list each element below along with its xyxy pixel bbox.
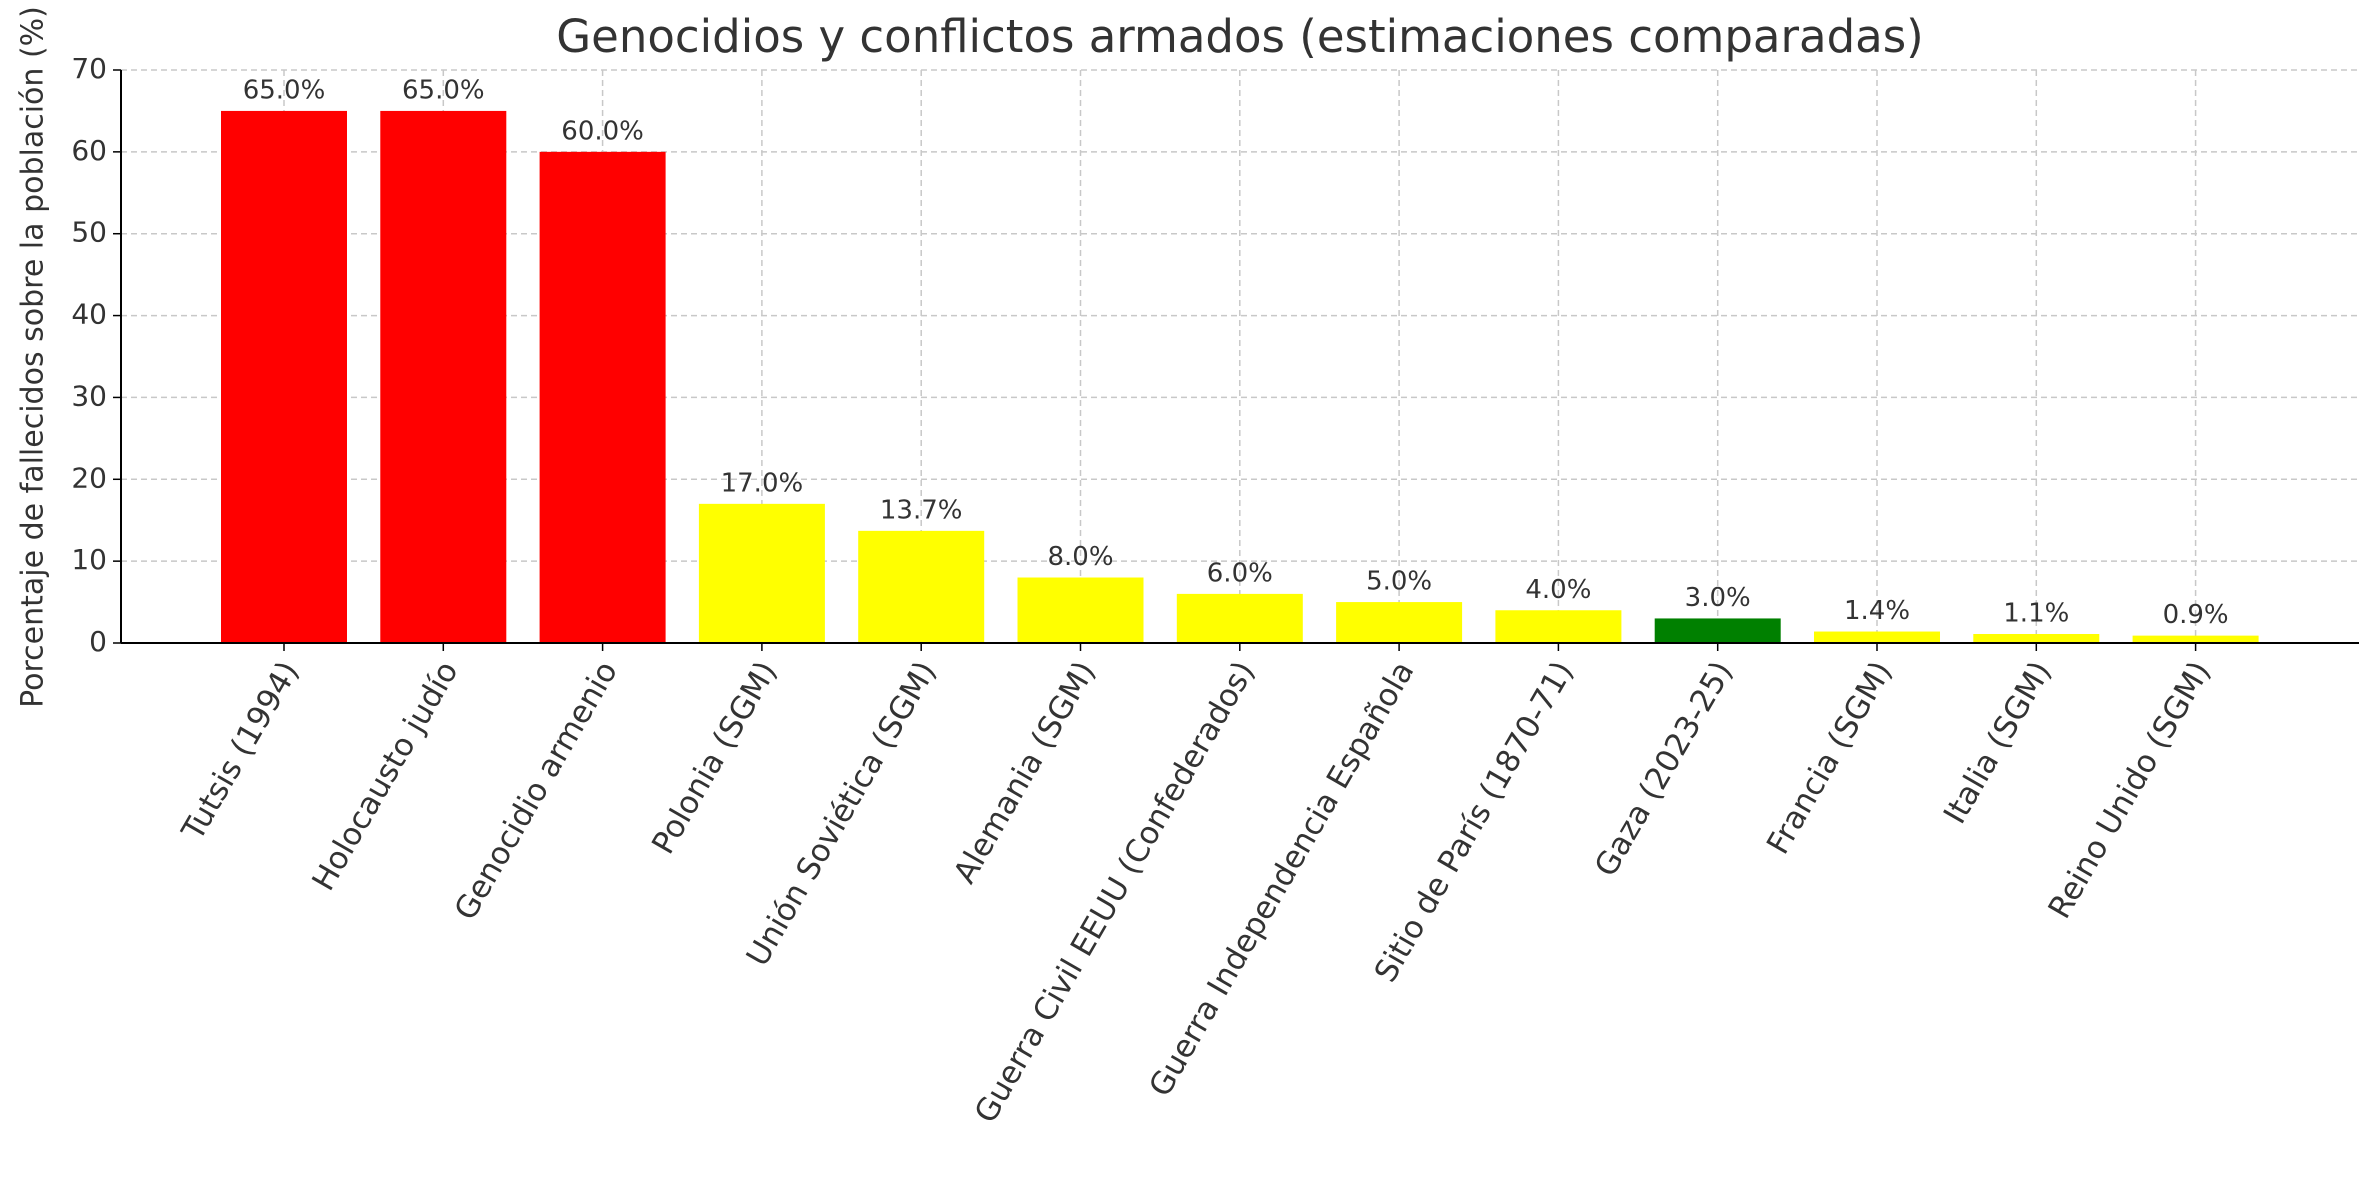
value-label: 65.0% — [243, 75, 326, 105]
x-tick-label: Unión Soviética (SGM) — [740, 655, 944, 972]
bar — [1654, 618, 1781, 643]
bar — [2132, 635, 2259, 643]
x-tick-label: Guerra Independencia Española — [1142, 655, 1421, 1103]
y-tick-label: 60 — [71, 134, 107, 167]
bar — [858, 530, 985, 643]
bar — [698, 503, 825, 643]
value-label: 13.7% — [880, 495, 963, 525]
bar — [1973, 633, 2100, 643]
value-label: 0.9% — [2163, 600, 2229, 630]
value-label: 3.0% — [1685, 583, 1751, 613]
x-tick-label: Alemania (SGM) — [947, 655, 1103, 889]
bar — [1017, 577, 1144, 643]
value-label: 1.1% — [2003, 598, 2069, 628]
value-label: 60.0% — [561, 116, 644, 146]
value-label: 65.0% — [402, 75, 485, 105]
bar — [1336, 602, 1463, 643]
y-tick-label: 70 — [71, 52, 107, 85]
chart-title: Genocidios y conflictos armados (estimac… — [556, 10, 1923, 63]
x-tick-label: Reino Unido (SGM) — [2042, 655, 2218, 924]
value-label: 17.0% — [721, 468, 804, 498]
bar — [380, 110, 507, 643]
y-tick-label: 30 — [71, 379, 107, 412]
x-tick-label: Italia (SGM) — [1937, 655, 2059, 830]
y-axis-label: Porcentaje de fallecidos sobre la poblac… — [16, 6, 51, 708]
value-label: 4.0% — [1525, 575, 1591, 605]
value-label: 6.0% — [1207, 558, 1273, 588]
x-tick-label: Holocausto judío — [305, 655, 465, 897]
bar — [539, 151, 666, 643]
x-tick-label: Gaza (2023-25) — [1588, 655, 1740, 882]
bar — [1814, 631, 1940, 643]
value-label: 1.4% — [1844, 596, 1910, 626]
value-label: 5.0% — [1366, 567, 1432, 597]
y-tick-label: 20 — [71, 461, 107, 494]
bar — [1495, 610, 1622, 643]
bar — [221, 110, 347, 643]
y-tick-label: 0 — [89, 625, 107, 658]
x-tick-label: Guerra Civil EEUU (Confederados) — [968, 655, 1262, 1129]
value-label: 8.0% — [1047, 542, 1113, 572]
x-tick-label: Francia (SGM) — [1760, 655, 1899, 860]
y-tick-label: 50 — [71, 216, 107, 249]
x-tick-label: Polonia (SGM) — [645, 655, 784, 860]
bar — [1176, 593, 1303, 643]
x-tick-label: Genocidio armenio — [448, 655, 625, 926]
y-tick-label: 10 — [71, 543, 107, 576]
y-tick-label: 40 — [71, 298, 107, 331]
x-tick-label: Tutsis (1994) — [175, 655, 307, 847]
